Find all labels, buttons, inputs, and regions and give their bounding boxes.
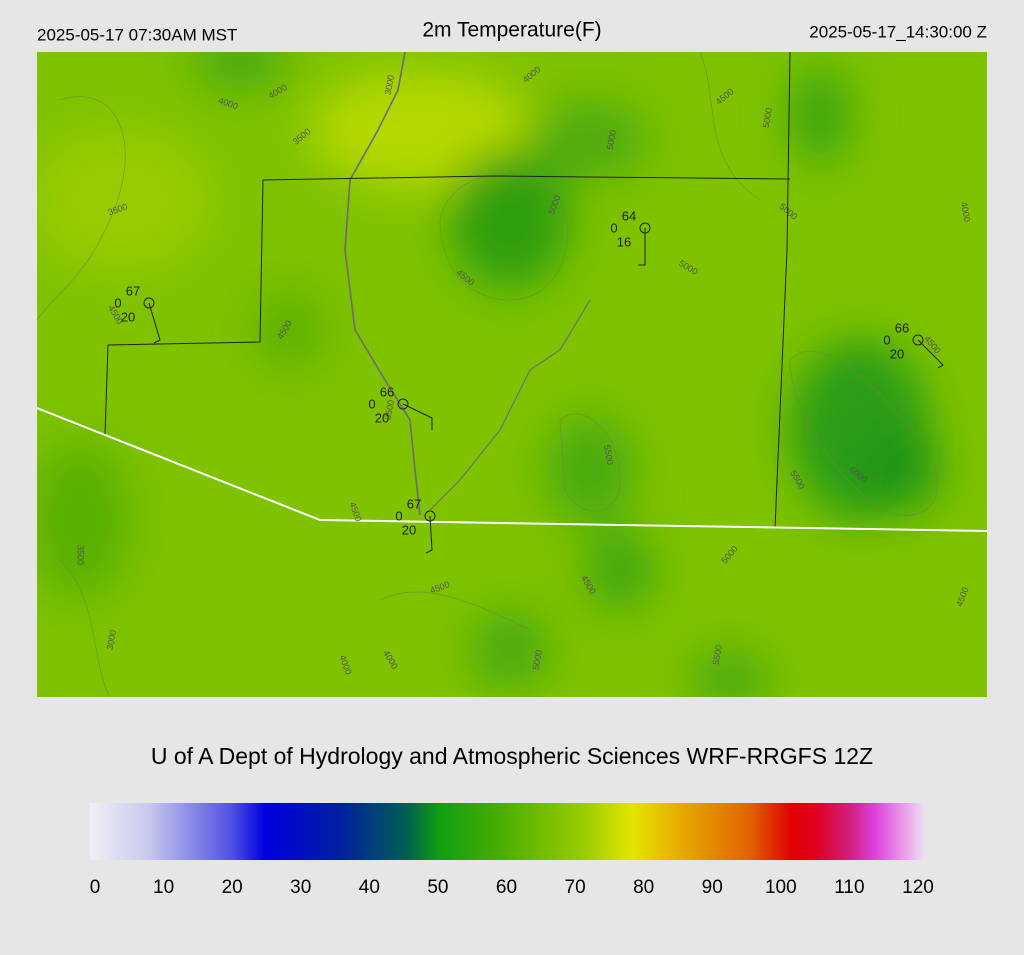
colorbar-tick-label: 120 xyxy=(902,877,934,898)
contour-label: 3000 xyxy=(105,629,118,650)
station-circle xyxy=(912,334,924,346)
colorbar-tick-label: 80 xyxy=(633,877,654,898)
station-left: 0 xyxy=(610,220,617,235)
contour-label: 5000 xyxy=(761,107,774,128)
station-temperature: 67 xyxy=(126,283,140,298)
colorbar-tick-label: 70 xyxy=(565,877,586,898)
colorbar-tick-label: 50 xyxy=(427,877,448,898)
station-left: 0 xyxy=(368,396,375,411)
station-circle xyxy=(143,297,155,309)
colorbar-tick-label: 10 xyxy=(153,877,174,898)
station-below: 20 xyxy=(121,309,135,324)
wind-barb xyxy=(638,228,646,266)
colorbar xyxy=(90,803,925,860)
wind-barb xyxy=(425,515,433,554)
credit: U of A Dept of Hydrology and Atmospheric… xyxy=(151,743,873,769)
colorbar-tick-label: 110 xyxy=(834,877,864,898)
contour-label: 3500 xyxy=(383,399,396,420)
station-temperature: 66 xyxy=(380,384,394,399)
station-left: 0 xyxy=(114,295,121,310)
colorbar-tick-label: 90 xyxy=(702,877,723,898)
station-left: 0 xyxy=(395,508,402,523)
colorbar-tick-label: 0 xyxy=(90,877,101,898)
contour-label: 5000 xyxy=(605,129,618,150)
contour-label: 5000 xyxy=(531,649,544,670)
contour-label: 4000 xyxy=(959,201,972,222)
station-temperature: 66 xyxy=(895,320,909,335)
title: 2m Temperature(F) xyxy=(422,19,601,42)
station-below: 20 xyxy=(402,522,416,537)
local-time: 2025-05-17 07:30AM MST xyxy=(37,25,237,44)
contour-label: 3000 xyxy=(383,74,396,95)
contour-label: 3500 xyxy=(76,545,86,565)
wind-barb xyxy=(917,339,944,369)
station-below: 20 xyxy=(890,346,904,361)
wind-barb xyxy=(148,302,161,344)
station-temperature: 67 xyxy=(407,496,421,511)
contour-label: 5500 xyxy=(602,444,615,465)
colorbar-tick-label: 30 xyxy=(290,877,311,898)
station-below: 16 xyxy=(617,234,631,249)
colorbar-tick-label: 40 xyxy=(359,877,380,898)
wind-barb xyxy=(402,403,433,430)
station-temperature: 64 xyxy=(622,208,636,223)
colorbar-tick-label: 60 xyxy=(496,877,517,898)
station-circle xyxy=(397,398,409,410)
station-below: 20 xyxy=(375,410,389,425)
station-left: 0 xyxy=(883,332,890,347)
utc-time: 2025-05-17_14:30:00 Z xyxy=(809,22,987,41)
colorbar-tick-label: 100 xyxy=(765,877,797,898)
contour-label: 5500 xyxy=(711,644,724,665)
colorbar-tick-label: 20 xyxy=(222,877,243,898)
